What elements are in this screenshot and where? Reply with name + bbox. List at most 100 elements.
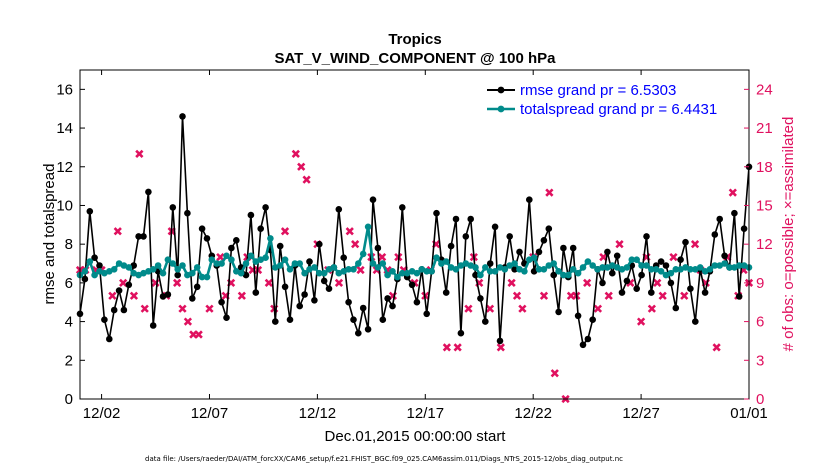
rmse-point <box>491 223 499 231</box>
totalspread-point <box>472 264 479 271</box>
obs-marker-stroke <box>512 291 522 300</box>
obs-marker-stroke <box>485 304 495 313</box>
rmse-point <box>389 302 396 310</box>
obs-marker-stroke <box>345 227 354 236</box>
totalspread-point <box>491 268 499 275</box>
obs-assimilated-marker <box>615 240 624 249</box>
totalspread-point <box>203 273 211 281</box>
obs-marker-stroke <box>626 278 635 288</box>
totalspread-point <box>584 258 592 265</box>
totalspread-point <box>164 256 172 264</box>
totalspread-point <box>291 260 299 267</box>
rmse-point <box>301 291 308 298</box>
totalspread-point <box>569 266 577 273</box>
rmse-point <box>735 293 743 300</box>
rmse-point <box>257 225 265 232</box>
totalspread-point <box>389 268 396 275</box>
totalspread-point <box>521 268 528 275</box>
obs-assimilated-marker <box>356 265 365 275</box>
obs-marker-stroke <box>604 291 613 300</box>
rmse-point <box>467 215 475 223</box>
x-tick-label: 12/12 <box>299 405 337 422</box>
totalspread-point <box>345 266 352 273</box>
obs-assimilated-marker <box>658 291 667 300</box>
chart-title: Tropics <box>388 31 441 48</box>
rmse-point <box>379 316 387 324</box>
obs-marker-stroke <box>129 291 139 300</box>
rmse-point <box>599 279 606 287</box>
totalspread-point <box>667 269 675 277</box>
obs-assimilated-marker <box>453 343 462 352</box>
obs-marker-stroke <box>264 278 273 288</box>
obs-assimilated-marker <box>237 291 246 300</box>
rmse-point <box>447 242 455 250</box>
rmse-point <box>462 233 470 240</box>
totalspread-point <box>589 262 596 269</box>
rmse-point <box>433 209 440 217</box>
rmse-point <box>486 260 494 267</box>
obs-assimilated-marker <box>604 291 613 300</box>
obs-marker-stroke <box>378 252 387 262</box>
obs-assimilated-marker <box>539 291 549 300</box>
totalspread-point <box>648 266 655 273</box>
x-tick-label: 12/07 <box>191 405 229 422</box>
obs-marker-stroke <box>140 304 149 313</box>
rmse-point <box>223 314 230 322</box>
totalspread-point <box>399 269 406 277</box>
rmse-point <box>477 295 484 302</box>
obs-marker-stroke <box>496 343 505 352</box>
totalspread-point <box>149 266 157 273</box>
obs-marker-stroke <box>356 265 365 275</box>
rmse-point <box>311 297 318 304</box>
rmse-point <box>516 248 523 256</box>
rmse-point <box>399 204 406 211</box>
y-tick-label-right: 15 <box>756 197 773 214</box>
totalspread-point <box>501 266 509 273</box>
totalspread-point <box>442 258 450 265</box>
obs-assimilated-marker <box>690 240 700 249</box>
totalspread-point <box>316 269 323 277</box>
rmse-point <box>623 277 631 285</box>
obs-assimilated-marker <box>334 278 344 288</box>
totalspread-point <box>687 266 694 273</box>
obs-assimilated-marker <box>583 278 592 288</box>
y-tick-label: 8 <box>65 236 73 253</box>
totalspread-point <box>218 260 225 267</box>
totalspread-point <box>125 264 133 271</box>
rmse-point <box>682 238 689 246</box>
y-tick-label-right: 9 <box>756 275 764 292</box>
rmse-point <box>545 225 553 232</box>
rmse-point <box>731 209 738 217</box>
rmse-point <box>110 306 118 314</box>
totalspread-point <box>276 262 284 269</box>
obs-assimilated-marker <box>636 317 646 326</box>
rmse-point <box>135 233 142 240</box>
totalspread-point <box>726 264 733 271</box>
rmse-point <box>526 196 533 203</box>
obs-marker-stroke <box>237 291 246 300</box>
totalspread-point <box>540 266 548 273</box>
data-file-footer: data file: /Users/raeder/DAI/ATM_forcXX/… <box>145 455 623 463</box>
obs-marker-stroke <box>108 291 117 300</box>
obs-marker-stroke <box>539 291 549 300</box>
totalspread-point <box>433 254 440 261</box>
obs-marker-stroke <box>291 149 300 158</box>
obs-assimilated-marker <box>302 175 311 184</box>
y-tick-label-right: 12 <box>756 236 773 253</box>
totalspread-point <box>81 268 89 275</box>
rmse-point <box>457 329 465 337</box>
rmse-point <box>618 289 626 296</box>
rmse-point <box>140 233 147 240</box>
totalspread-point <box>169 260 177 267</box>
rmse-point <box>149 322 157 329</box>
rmse-point <box>81 275 89 283</box>
totalspread-point <box>394 273 401 281</box>
totalspread-point <box>579 264 587 271</box>
obs-assimilated-marker <box>680 291 689 300</box>
obs-assimilated-marker <box>183 317 193 326</box>
x-tick-label: 12/02 <box>83 405 121 422</box>
obs-assimilated-marker <box>712 343 721 352</box>
totalspread-point <box>286 266 294 273</box>
totalspread-point <box>428 268 435 275</box>
